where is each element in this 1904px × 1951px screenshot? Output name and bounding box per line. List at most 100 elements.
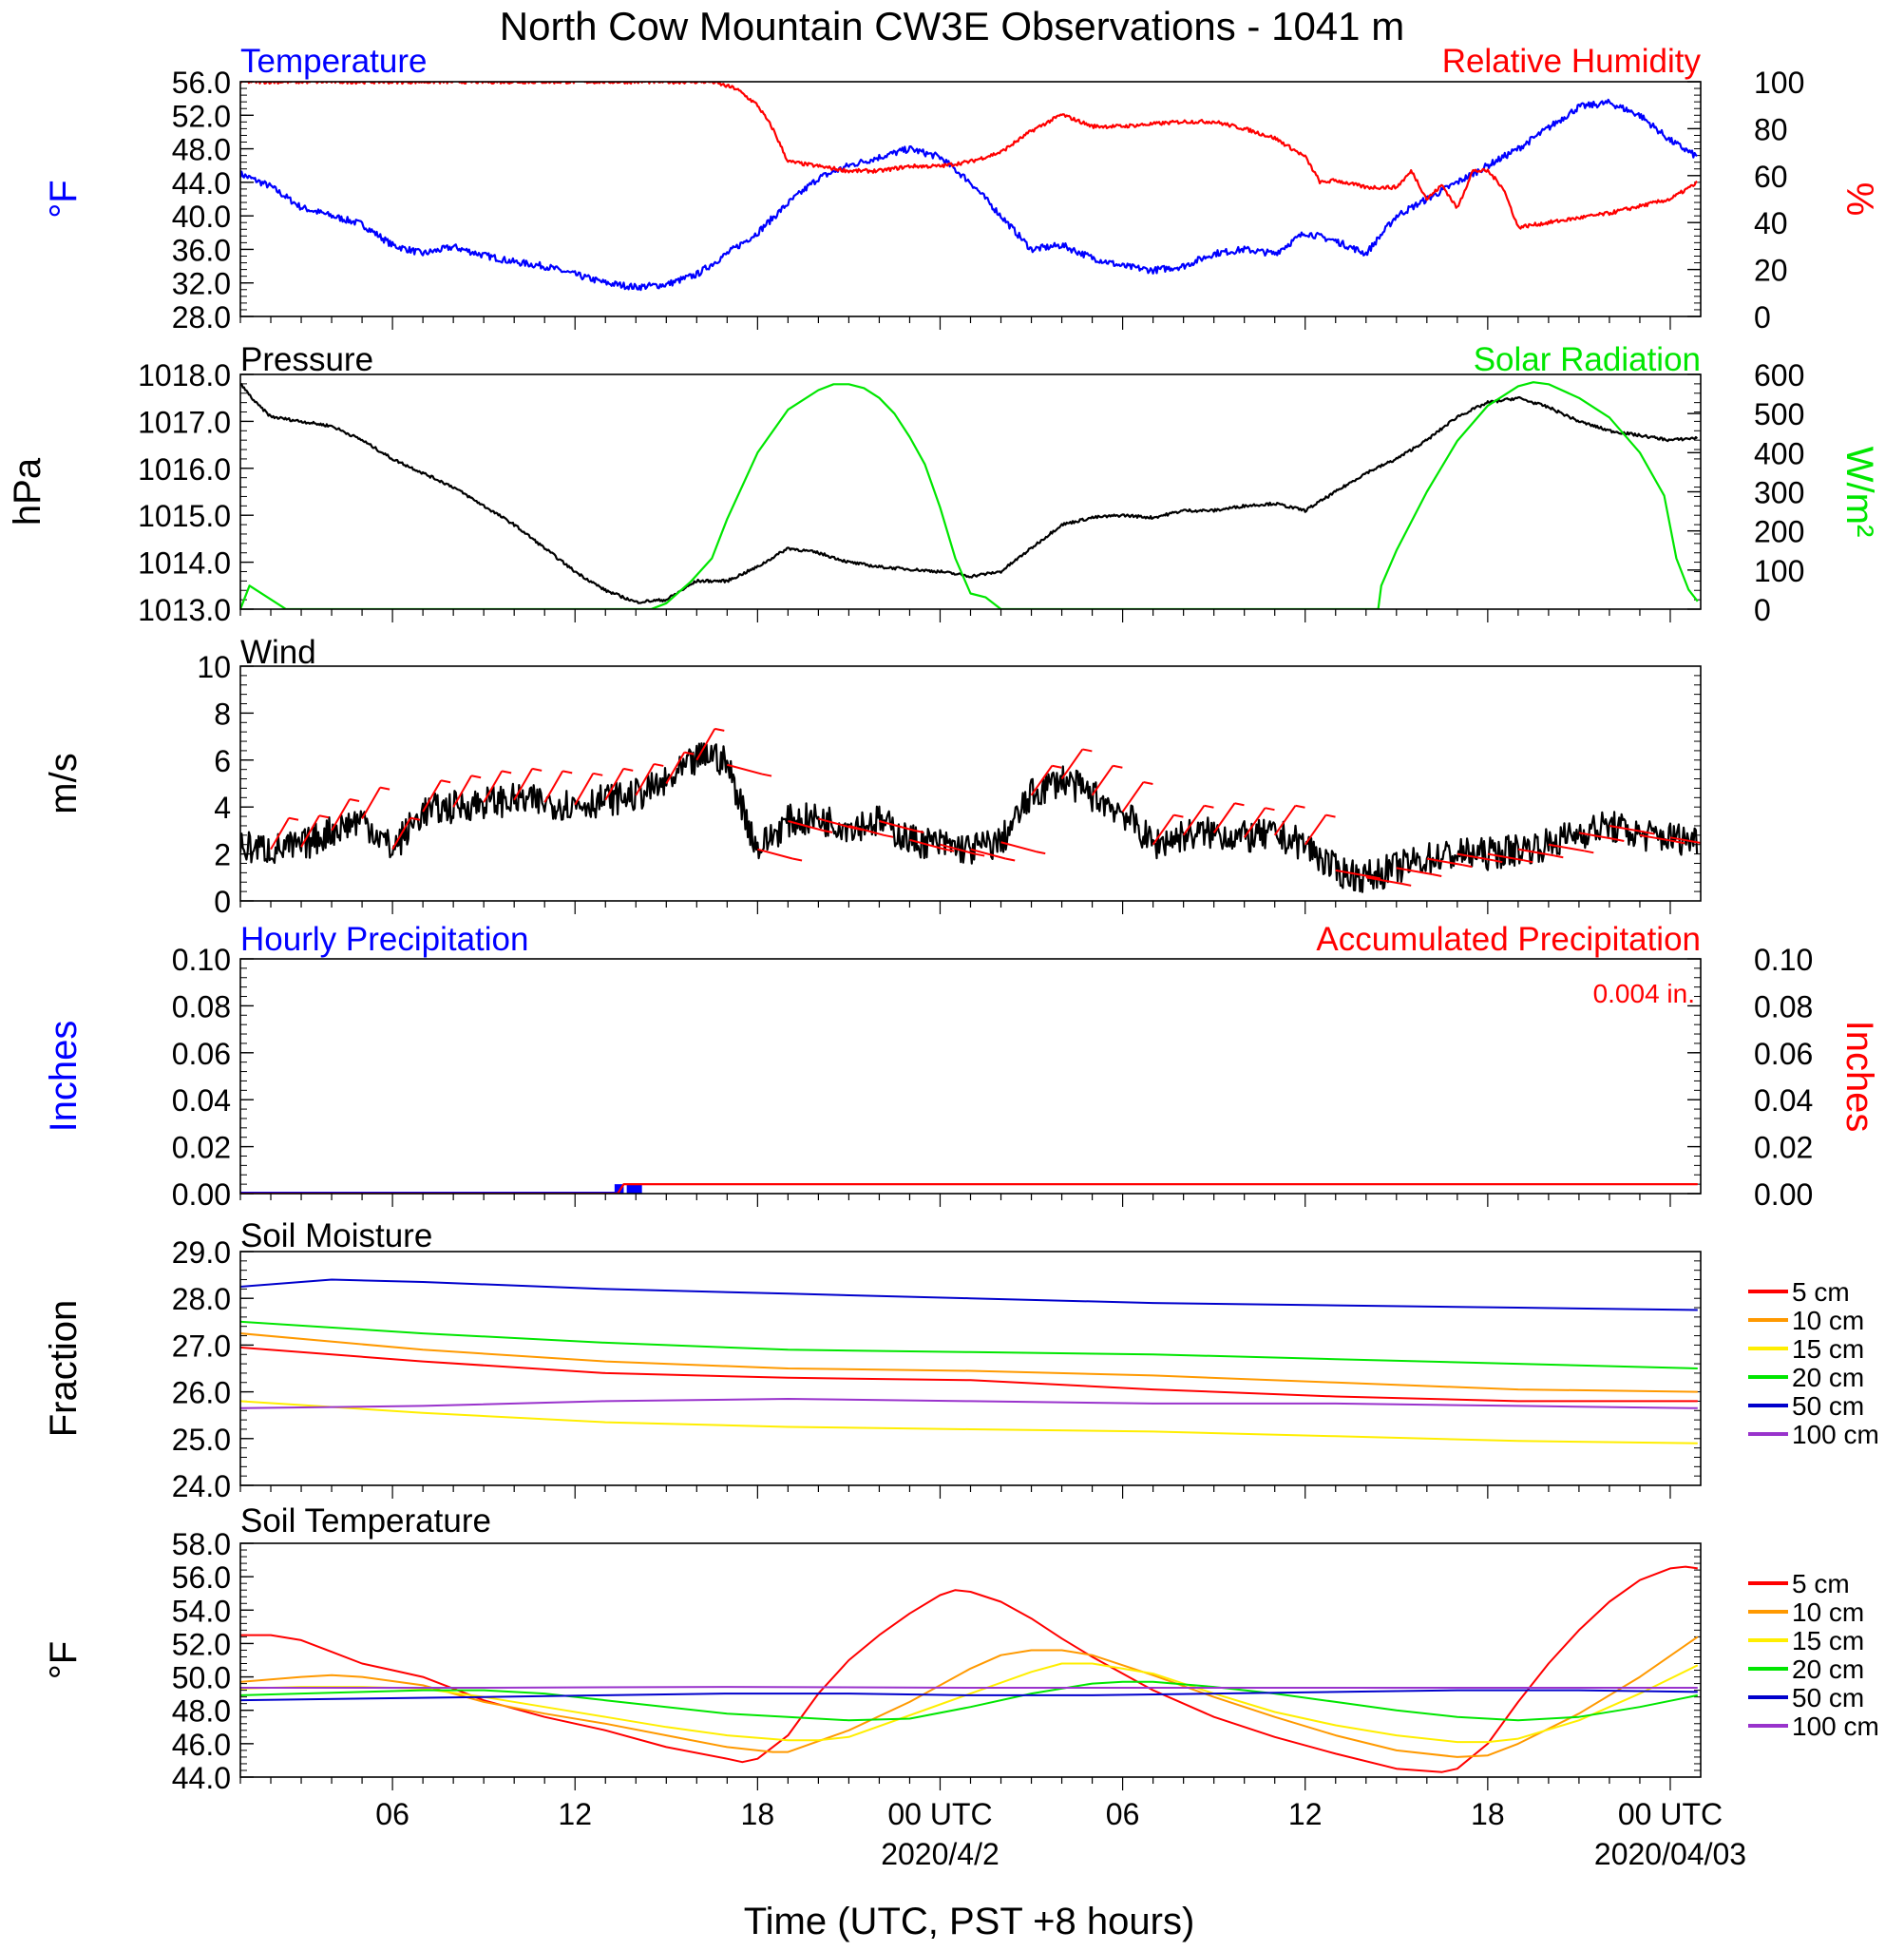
wind-barb-flag bbox=[1523, 859, 1533, 864]
legend-label: 100 cm bbox=[1792, 1712, 1879, 1741]
y-tick-label-right: 0.00 bbox=[1754, 1177, 1813, 1212]
y-tick-label-left: 58.0 bbox=[172, 1527, 231, 1561]
wind-barb bbox=[361, 787, 381, 820]
wind-barb-flag bbox=[791, 857, 803, 862]
y-tick-label-left: 48.0 bbox=[172, 133, 231, 167]
y-tick-label-left: 48.0 bbox=[172, 1694, 231, 1729]
wind-barb-flag bbox=[974, 852, 985, 857]
series-line-50-cm bbox=[240, 1689, 1698, 1702]
y-tick-label-left: 0.06 bbox=[172, 1037, 231, 1071]
y-tick-label-left: 56.0 bbox=[172, 1560, 231, 1595]
y-tick-label-left: 28.0 bbox=[172, 300, 231, 335]
wind-barb-flag bbox=[1705, 844, 1715, 846]
wind-barb bbox=[1273, 805, 1297, 836]
y-axis-title-left: hPa bbox=[7, 457, 48, 526]
y-tick-label-left: 44.0 bbox=[172, 1761, 231, 1795]
y-tick-label-left: 44.0 bbox=[172, 166, 231, 201]
y-tick-label-left: 32.0 bbox=[172, 267, 231, 301]
x-tick-label: 18 bbox=[1471, 1797, 1505, 1831]
y-tick-label-right: 0.08 bbox=[1754, 989, 1813, 1023]
y-tick-label-left: 2 bbox=[214, 838, 231, 872]
series-line-15-cm bbox=[240, 1400, 1698, 1444]
wind-barb-flag bbox=[913, 829, 924, 833]
y-tick-label-left: 1017.0 bbox=[138, 405, 231, 439]
wind-barb-flag bbox=[1234, 802, 1245, 807]
y-tick-label-right: 20 bbox=[1754, 254, 1788, 288]
y-tick-label-left: 24.0 bbox=[172, 1469, 231, 1503]
x-tick-label: 00 UTC bbox=[887, 1797, 992, 1831]
y-tick-label-left: 8 bbox=[214, 697, 231, 731]
wind-barb-flag bbox=[714, 727, 725, 732]
y-tick-label-left: 0 bbox=[214, 885, 231, 919]
legend-label: 15 cm bbox=[1792, 1334, 1864, 1364]
wind-barb bbox=[727, 763, 763, 775]
series-line-temperature bbox=[240, 98, 1698, 292]
series-line-100-cm bbox=[240, 1686, 1698, 1689]
wind-barb-flag bbox=[623, 767, 634, 772]
y-axis-title-left: Fraction bbox=[43, 1300, 85, 1438]
y-tick-label-left: 25.0 bbox=[172, 1423, 231, 1457]
y-tick-label-left: 52.0 bbox=[172, 99, 231, 133]
panel-soil_moisture: Soil Moisture 29.0 28.0 27.0 26.0 25.0 24.0 Fra… bbox=[43, 1217, 1879, 1503]
wind-barb bbox=[1669, 836, 1701, 844]
panel-title-right: Accumulated Precipitation bbox=[1316, 921, 1701, 958]
wind-barb bbox=[1609, 824, 1646, 833]
wind-barb bbox=[1487, 852, 1524, 862]
y-tick-label-right: 400 bbox=[1754, 436, 1804, 470]
wind-barb bbox=[270, 817, 290, 851]
wind-barb bbox=[604, 768, 625, 801]
panel-title-left: Hourly Precipitation bbox=[240, 921, 528, 958]
wind-barb-flag bbox=[943, 848, 955, 852]
wind-barb bbox=[1182, 805, 1206, 836]
series-line-20-cm bbox=[240, 1680, 1698, 1722]
wind-barb-flag bbox=[1005, 857, 1016, 862]
panel-soil_temperature: Soil Temperature 58.056.054.052.050.048.0… bbox=[43, 1502, 1879, 1795]
series-line-5-cm bbox=[240, 1346, 1698, 1403]
legend-label: 10 cm bbox=[1792, 1597, 1864, 1627]
y-tick-label-left: 10 bbox=[197, 650, 231, 684]
wind-barb bbox=[1517, 848, 1554, 857]
series-line-15-cm bbox=[240, 1662, 1699, 1744]
legend-label: 50 cm bbox=[1792, 1391, 1864, 1421]
wind-barb bbox=[635, 763, 656, 796]
y-tick-label-right: 600 bbox=[1754, 358, 1804, 392]
wind-barb bbox=[1457, 852, 1494, 862]
wind-barb-flag bbox=[288, 816, 299, 821]
wind-barb bbox=[513, 768, 534, 801]
series-line-10-cm bbox=[240, 1332, 1698, 1393]
series-line-relative-humidity bbox=[240, 82, 1698, 230]
y-tick-label-left: 1014.0 bbox=[138, 546, 231, 581]
plot-area bbox=[240, 1278, 1698, 1444]
panel-wind: Wind 10 8 6 4 2 0 m/s bbox=[43, 634, 1715, 919]
legend-label: 100 cm bbox=[1792, 1420, 1879, 1449]
y-tick-label-left: 0.10 bbox=[172, 943, 231, 977]
y-tick-label-left: 40.0 bbox=[172, 200, 231, 234]
wind-barb bbox=[1365, 876, 1402, 885]
wind-barb bbox=[1578, 832, 1615, 840]
y-tick-label-right: 100 bbox=[1754, 554, 1804, 588]
y-tick-label-right: 0 bbox=[1754, 300, 1771, 335]
panel-frame bbox=[239, 665, 1702, 902]
y-tick-label-left: 36.0 bbox=[172, 233, 231, 267]
wind-barb-flag bbox=[822, 829, 833, 833]
y-tick-label-right: 80 bbox=[1754, 112, 1788, 146]
wind-barb-flag bbox=[349, 798, 360, 802]
wind-barb-flag bbox=[470, 775, 482, 779]
wind-barb bbox=[909, 838, 945, 851]
y-tick-label-left: 1016.0 bbox=[138, 452, 231, 487]
plot-area bbox=[240, 1182, 1698, 1194]
legend-label: 20 cm bbox=[1792, 1655, 1864, 1684]
wind-barb-flag bbox=[1370, 875, 1381, 880]
panel-title-left: Wind bbox=[240, 634, 316, 671]
wind-barb bbox=[300, 814, 320, 848]
wind-barb bbox=[695, 728, 716, 761]
wind-barb-flag bbox=[593, 772, 603, 776]
wind-barb-flag bbox=[1400, 882, 1412, 887]
y-tick-label-left: 0.00 bbox=[172, 1177, 231, 1212]
wind-barb-flag bbox=[1462, 864, 1473, 869]
wind-barb bbox=[452, 775, 473, 808]
wind-barb bbox=[574, 773, 595, 806]
wind-barb bbox=[543, 770, 564, 803]
wind-barb bbox=[1060, 748, 1084, 780]
y-axis-title-left: m/s bbox=[43, 753, 85, 813]
